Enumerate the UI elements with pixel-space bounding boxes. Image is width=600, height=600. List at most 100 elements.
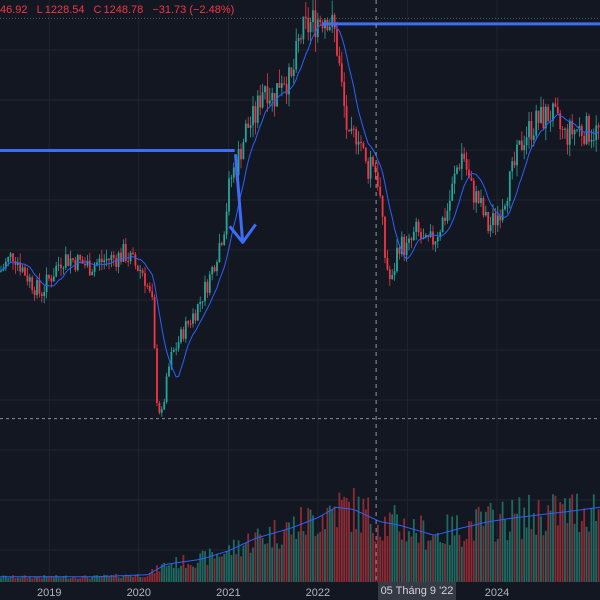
volume-bar xyxy=(285,522,288,582)
candle-body xyxy=(386,257,389,270)
volume-bar xyxy=(4,575,7,582)
volume-bar xyxy=(213,558,216,582)
volume-bar xyxy=(444,543,446,582)
volume-bar xyxy=(472,540,475,582)
high-value: 46.92 xyxy=(0,4,28,16)
volume-bar xyxy=(477,506,480,582)
volume-bar xyxy=(64,575,67,582)
candle-body xyxy=(254,106,257,123)
time-axis-label: 2022 xyxy=(306,587,330,599)
candle-body xyxy=(103,260,106,263)
candle-body xyxy=(115,257,118,267)
volume-bar xyxy=(412,519,415,582)
volume-bar xyxy=(153,573,156,582)
candle-body xyxy=(518,140,521,145)
volume-bar xyxy=(415,532,418,582)
candle-body xyxy=(535,110,538,136)
candle-body xyxy=(403,236,406,256)
candle-body xyxy=(566,128,569,145)
candle-body xyxy=(33,290,36,296)
time-axis-label: 2021 xyxy=(216,587,240,599)
candle-body xyxy=(340,63,343,82)
volume-bar xyxy=(319,531,322,582)
volume-bar xyxy=(146,576,149,582)
volume-bar xyxy=(585,526,588,582)
volume-bar xyxy=(86,577,89,582)
candle-body xyxy=(597,125,600,128)
candle-body xyxy=(381,195,384,217)
volume-bar xyxy=(211,552,214,582)
candle-body xyxy=(280,83,283,88)
volume-bar xyxy=(367,497,370,582)
volume-bar xyxy=(592,494,595,582)
volume-bar xyxy=(16,577,19,582)
volume-bar xyxy=(0,577,2,582)
volume-bar xyxy=(115,573,118,582)
candle-body xyxy=(379,186,382,196)
candle-body xyxy=(81,259,84,264)
ohlc-legend: 46.92 L 1228.54 C 1248.78 −31.73 (−2.48%) xyxy=(0,4,240,16)
candle-body xyxy=(160,409,163,413)
candle-body xyxy=(43,291,46,297)
arrow-head xyxy=(228,223,257,244)
volume-bar xyxy=(588,531,590,582)
volume-bar xyxy=(480,511,482,582)
volume-bar xyxy=(112,575,115,582)
volume-bar xyxy=(232,539,235,582)
volume-bar xyxy=(177,568,180,582)
candle-body xyxy=(144,273,146,286)
candle-body xyxy=(148,286,151,292)
volume-bar xyxy=(576,493,578,582)
volume-bar xyxy=(302,530,305,582)
volume-bar xyxy=(465,539,468,582)
candle-body xyxy=(276,83,278,107)
volume-bar xyxy=(93,575,96,582)
candle-body xyxy=(501,209,504,221)
candle-body xyxy=(547,106,550,122)
candle-body xyxy=(247,123,250,128)
volume-bar xyxy=(196,562,199,582)
candle-body xyxy=(156,348,158,403)
candle-body xyxy=(343,81,346,107)
volume-bar xyxy=(571,494,574,582)
volume-bar xyxy=(96,575,98,582)
volume-bar xyxy=(516,513,518,582)
candle-body xyxy=(508,171,511,202)
volume-bar xyxy=(218,556,221,582)
candle-body xyxy=(573,130,576,135)
volume-bar xyxy=(590,507,593,582)
candle-body xyxy=(196,304,199,321)
candle-body xyxy=(211,267,214,275)
volume-bar xyxy=(7,577,10,582)
crosshair-date-label: 05 Tháng 9 '22 xyxy=(378,582,456,600)
candle-body xyxy=(273,93,276,107)
candle-body xyxy=(232,167,235,178)
volume-bar xyxy=(578,531,581,582)
candle-body xyxy=(50,278,53,282)
volume-bar xyxy=(254,532,257,582)
volume-bar xyxy=(597,509,600,582)
volume-bar xyxy=(537,500,540,582)
volume-bar xyxy=(88,578,91,582)
volume-bar xyxy=(31,578,34,582)
volume-bar xyxy=(393,505,396,582)
volume-bar xyxy=(139,576,142,582)
candle-body xyxy=(88,260,91,276)
volume-bar xyxy=(410,536,413,582)
candle-body xyxy=(91,271,94,276)
volume-bar xyxy=(14,577,17,582)
candle-body xyxy=(487,211,490,232)
candle-body xyxy=(506,201,509,206)
volume-bar xyxy=(290,534,293,582)
volume-bar xyxy=(36,576,38,582)
time-axis xyxy=(0,582,600,600)
candle-body xyxy=(417,221,420,233)
candle-body xyxy=(328,26,331,30)
candle-body xyxy=(410,238,413,241)
candle-body xyxy=(451,183,454,201)
candle-body xyxy=(285,84,288,95)
candle-body xyxy=(153,297,156,349)
volume-bar xyxy=(189,565,192,582)
